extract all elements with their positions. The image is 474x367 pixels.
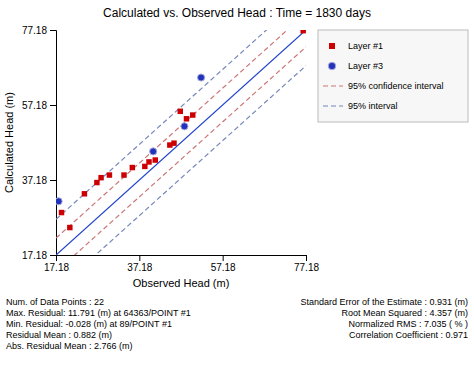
y-tick-mark (50, 30, 56, 31)
point (146, 159, 151, 164)
x-tick: 57.18 (211, 255, 236, 273)
x-tick-label: 57.18 (211, 262, 236, 273)
x-axis-title: Observed Head (m) (133, 277, 230, 289)
y-axis-line (50, 31, 57, 256)
x-tick-mark (306, 255, 307, 261)
y-tick-label: 77.18 (22, 25, 47, 36)
annotation: Num. of Data Points : 22 (6, 297, 104, 307)
point (184, 116, 189, 121)
legend-label: 95% interval (348, 101, 398, 111)
y-tick-label: 57.18 (22, 100, 47, 111)
legend-symbol (323, 105, 343, 106)
x-tick-mark (223, 255, 224, 261)
annotation: Min. Residual: -0.028 (m) at 89/POINT #1 (6, 319, 172, 329)
x-tick: 37.18 (127, 255, 152, 273)
x-axis: 17.18 37.18 57.18 77.18 (44, 255, 319, 273)
y-tick-mark (50, 105, 56, 106)
y-tick: 77.18 (22, 25, 56, 36)
point (98, 175, 103, 180)
legend-box (318, 30, 468, 122)
interval-line (56, 47, 306, 255)
point (56, 199, 61, 204)
interval-line (56, 30, 306, 219)
legend-label: Layer #1 (348, 41, 383, 51)
point (190, 112, 195, 117)
y-tick-label: 37.18 (22, 175, 47, 186)
point (153, 157, 158, 162)
y-tick: 17.18 (22, 250, 56, 261)
title: Calculated vs. Observed Head : Time = 18… (103, 6, 371, 20)
interval-line (56, 30, 306, 238)
y-tick-mark (50, 180, 56, 181)
annotation: Standard Error of the Estimate : 0.931 (… (300, 297, 468, 307)
annotation: Root Mean Squared : 4.357 (m) (341, 308, 468, 318)
annotation: Correlation Coefficient : 0.971 (349, 330, 468, 340)
y-tick: 57.18 (22, 100, 56, 111)
legend-symbol (323, 85, 343, 86)
y-axis: 17.18 37.18 57.18 77.18 (22, 25, 57, 261)
point (198, 74, 205, 81)
x-tick-label: 77.18 (294, 262, 319, 273)
annotation: Max. Residual: 11.791 (m) at 64363/POINT… (6, 308, 191, 318)
point (130, 165, 135, 170)
y-axis-title: Calculated Head (m) (3, 92, 15, 193)
x-tick-label: 17.18 (44, 262, 69, 273)
chart: Calculated vs. Observed Head : Time = 18… (0, 0, 474, 367)
point (181, 123, 188, 130)
annotation: Abs. Residual Mean : 2.766 (m) (6, 341, 133, 351)
annotation: Normalized RMS : 7.035 ( % ) (348, 319, 468, 329)
point (107, 172, 112, 177)
x-tick-label: 37.18 (127, 262, 152, 273)
point (171, 140, 176, 145)
point (82, 191, 87, 196)
point (67, 225, 72, 230)
point (150, 148, 157, 155)
plot-area (56, 30, 306, 255)
point (178, 109, 183, 114)
legend-label: Layer #3 (348, 61, 383, 71)
legend: Layer #1 Layer #3 95% confidence interval 9… (318, 30, 468, 122)
annotation: Residual Mean : 0.882 (m) (6, 330, 112, 340)
point (94, 180, 99, 185)
y-tick-mark (50, 255, 56, 256)
x-axis-line (57, 256, 307, 262)
interval-line (56, 66, 306, 255)
point (59, 210, 64, 215)
y-tick: 37.18 (22, 175, 56, 186)
y-tick-label: 17.18 (22, 250, 47, 261)
point (56, 198, 62, 205)
legend-symbol (328, 62, 335, 69)
x-tick: 17.18 (44, 255, 69, 273)
identity-line (56, 30, 306, 255)
point (121, 172, 126, 177)
legend-symbol (329, 43, 335, 49)
x-tick-mark (139, 255, 140, 261)
legend-label: 95% confidence interval (348, 81, 444, 91)
x-tick: 77.18 (294, 255, 319, 273)
annotations: Num. of Data Points : 22Max. Residual: 1… (6, 297, 468, 351)
point (300, 30, 305, 33)
